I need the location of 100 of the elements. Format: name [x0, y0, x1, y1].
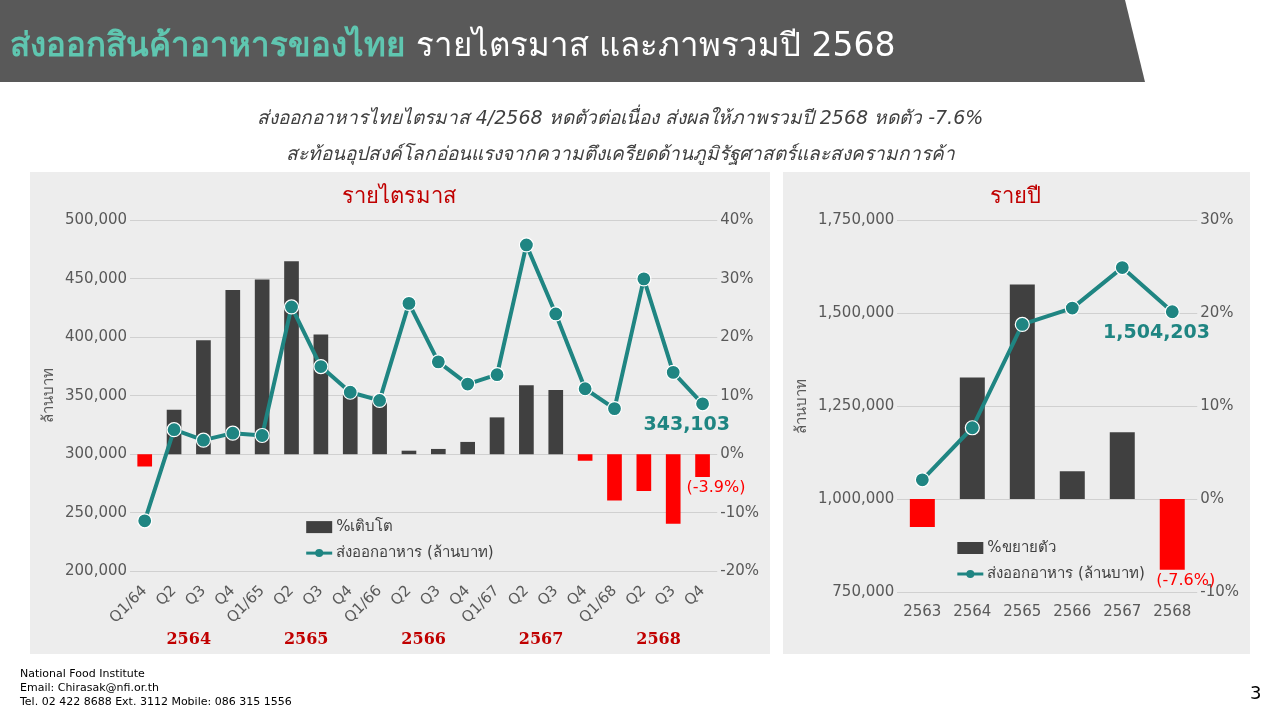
x-tick-label: 2564	[953, 601, 992, 620]
point	[401, 295, 417, 311]
x-tick-label: 2566	[1053, 601, 1092, 620]
point	[665, 364, 681, 380]
text: Tel. 02 422 8688 Ext. 3112 Mobile: 086 315 1556	[20, 695, 292, 709]
point	[548, 306, 564, 322]
y-tick-label: 250,000	[65, 502, 128, 521]
y2-tick-label: 0%	[720, 444, 745, 463]
chart-title: รายไตรมาส	[342, 182, 457, 208]
text: 2568	[636, 629, 681, 649]
y2-tick-label: 30%	[720, 268, 754, 287]
bar	[577, 454, 593, 461]
data-label: 343,103	[643, 412, 730, 435]
y-axis-title: ล้านบาท	[791, 378, 810, 434]
text: รายไตรมาส และภาพรวมปี 2568	[415, 25, 896, 64]
text: ส่งออกอาหารไทยไตรมาส 4/2568 หดตัวต่อเนื่อง ส่งผลให้ภาพรวมปี 2568 หดตัว -7.6%	[255, 103, 985, 130]
text: 2566	[401, 629, 446, 649]
text: 2564	[166, 629, 212, 649]
point	[1014, 316, 1030, 333]
point	[430, 354, 446, 370]
point	[372, 392, 388, 409]
point	[283, 299, 300, 315]
text: 2565	[283, 629, 329, 649]
legend-label: %ขยายตัว	[987, 537, 1056, 556]
text: 3	[1250, 682, 1262, 703]
x-tick-label: 2563	[903, 601, 942, 620]
text: 2567	[518, 629, 564, 649]
x-tick-label: Q3	[650, 581, 679, 610]
y2-tick-label: 10%	[720, 385, 754, 404]
bar	[548, 389, 564, 455]
y2-tick-label: 0%	[1200, 488, 1225, 507]
y2-tick-label: 40%	[720, 210, 754, 229]
x-tick-label: 2565	[1003, 601, 1042, 620]
y2-tick-label: -20%	[720, 561, 760, 579]
bar	[519, 385, 534, 455]
point	[166, 422, 182, 438]
y-tick-label: 200,000	[65, 561, 128, 579]
y-tick-label: 450,000	[65, 268, 128, 287]
y-tick-label: 750,000	[832, 581, 895, 600]
text: สะท้อนอุปสงค์โลกอ่อนแรงจากความตึงเครียดด้านภูมิรัฐศาสตร์และสงครามการค้า	[284, 141, 956, 167]
point	[577, 381, 593, 397]
legend-label: %เติบโต	[336, 517, 394, 535]
y2-tick-label: 10%	[1200, 396, 1234, 415]
y-tick-label: 1,500,000	[818, 303, 895, 322]
point	[1114, 259, 1130, 276]
legend-label: ส่งออกอาหาร (ล้านบาท)	[987, 563, 1145, 582]
point	[964, 420, 980, 436]
point	[489, 367, 505, 383]
point	[636, 271, 652, 287]
bar	[1159, 499, 1185, 570]
bar	[430, 448, 446, 455]
data-label: (-3.9%)	[686, 477, 746, 497]
point	[254, 427, 270, 444]
bar	[137, 454, 153, 467]
point	[137, 513, 153, 529]
bar	[665, 454, 681, 524]
y-tick-label: 1,250,000	[818, 396, 895, 415]
text: ส่งออกสินค้าอาหารของไทย	[10, 25, 405, 64]
bar	[1059, 471, 1085, 500]
x-tick-label: 2567	[1103, 601, 1142, 620]
chart-title: รายปี	[990, 182, 1041, 208]
bar	[460, 441, 476, 455]
x-tick-label: Q2	[621, 581, 650, 610]
x-tick-label: Q2	[151, 581, 180, 610]
y-tick-label: 1,750,000	[818, 210, 895, 229]
point	[342, 384, 358, 400]
bar	[636, 454, 652, 492]
x-tick-label: Q4	[680, 581, 709, 610]
x-tick-label: Q3	[416, 581, 444, 610]
y2-tick-label: 30%	[1200, 210, 1234, 229]
point	[195, 432, 212, 448]
y-axis-title: ล้านบาท	[38, 368, 57, 424]
text: Email: Chirasak@nfi.or.th	[20, 681, 160, 695]
point	[606, 401, 623, 417]
point	[1164, 304, 1180, 320]
y2-tick-label: 20%	[720, 327, 754, 346]
bar	[196, 340, 211, 455]
y2-tick-label: 20%	[1200, 303, 1234, 322]
y-tick-label: 350,000	[65, 385, 128, 404]
text: National Food Institute	[20, 667, 146, 681]
bar	[1109, 432, 1135, 500]
y-tick-label: 400,000	[65, 327, 128, 346]
point	[225, 425, 241, 441]
bar	[695, 454, 710, 477]
point	[914, 472, 930, 488]
x-tick-label: 2568	[1153, 601, 1192, 620]
data-label: 1,504,203	[1103, 320, 1210, 343]
bar	[489, 417, 505, 455]
y-tick-label: 300,000	[65, 444, 128, 463]
point	[460, 376, 476, 392]
point	[694, 396, 711, 412]
bar	[1009, 284, 1035, 500]
x-tick-label: Q3	[533, 581, 562, 610]
x-tick-label: Q2	[269, 581, 298, 610]
point	[1064, 300, 1080, 316]
x-tick-label: Q3	[298, 581, 327, 610]
y-tick-label: 1,000,000	[818, 488, 895, 507]
point	[518, 237, 534, 253]
y2-tick-label: -10%	[720, 502, 760, 521]
bar	[342, 394, 358, 455]
